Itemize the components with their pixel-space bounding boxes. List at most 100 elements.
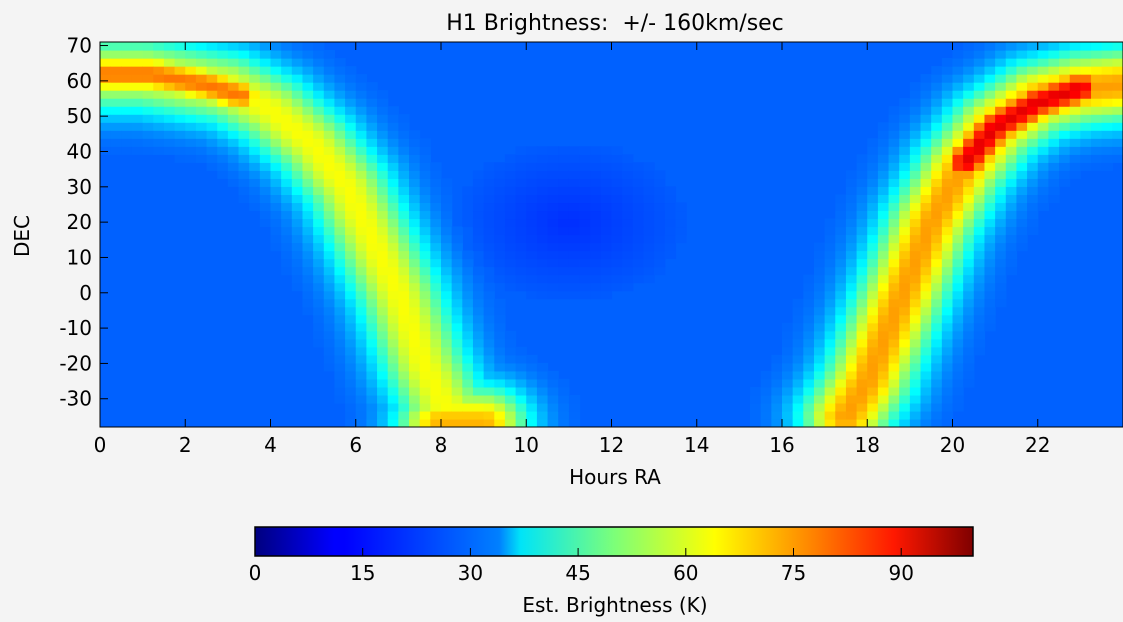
- heatmap-cell: [227, 58, 240, 67]
- heatmap-cell: [1005, 58, 1018, 67]
- heatmap-cell: [952, 154, 964, 163]
- heatmap-cell: [1091, 138, 1103, 147]
- heatmap-cell: [1027, 138, 1039, 147]
- heatmap-cell: [270, 66, 282, 75]
- heatmap-cell: [238, 130, 250, 139]
- heatmap-cell: [504, 170, 517, 179]
- heatmap-cell: [835, 210, 847, 220]
- heatmap-cell: [366, 98, 378, 107]
- heatmap-cell: [973, 170, 986, 179]
- heatmap-cell: [206, 146, 218, 155]
- heatmap-cell: [1101, 106, 1113, 115]
- heatmap-cell: [1069, 82, 1081, 91]
- heatmap-cell: [845, 178, 858, 187]
- heatmap-cell: [877, 370, 890, 380]
- heatmap-cell: [131, 50, 144, 59]
- heatmap-cell: [952, 82, 964, 91]
- heatmap-cell: [398, 146, 410, 155]
- heatmap-cell: [174, 114, 186, 123]
- heatmap-cell: [259, 210, 272, 220]
- heatmap-cell: [1027, 226, 1039, 236]
- heatmap-cell: [813, 250, 826, 260]
- heatmap-cell: [845, 370, 858, 380]
- heatmap-cell: [824, 386, 836, 396]
- heatmap-cell: [568, 226, 581, 236]
- heatmap-cell: [888, 346, 900, 356]
- heatmap-cell: [1027, 162, 1039, 171]
- heatmap-cell: [963, 330, 975, 340]
- heatmap-cell: [632, 258, 645, 268]
- heatmap-cell: [654, 258, 666, 268]
- heatmap-cell: [494, 202, 506, 212]
- heatmap-cell: [973, 194, 986, 204]
- heatmap-cell: [845, 346, 858, 356]
- colorbar-tick-label: 90: [888, 561, 913, 585]
- heatmap-cell: [867, 282, 879, 292]
- heatmap-cell: [1005, 154, 1018, 163]
- heatmap-cell: [323, 162, 336, 171]
- heatmap-cell: [441, 394, 453, 404]
- heatmap-cell: [941, 234, 954, 244]
- heatmap-cell: [590, 170, 602, 179]
- heatmap-cell: [110, 114, 122, 123]
- heatmap-cell: [419, 274, 431, 284]
- heatmap-cell: [600, 266, 613, 276]
- heatmap-cell: [1059, 122, 1071, 131]
- heatmap-cell: [973, 274, 986, 284]
- heatmap-cell: [760, 378, 772, 388]
- heatmap-cell: [995, 178, 1007, 187]
- heatmap-cell: [1005, 210, 1018, 220]
- heatmap-cell: [515, 234, 527, 244]
- heatmap-cell: [611, 162, 623, 171]
- y-tick-label: 40: [67, 139, 92, 163]
- heatmap-cell: [419, 370, 431, 380]
- heatmap-cell: [845, 410, 858, 420]
- heatmap-cell: [888, 298, 900, 308]
- heatmap-cell: [1037, 82, 1050, 91]
- heatmap-cell: [313, 66, 325, 75]
- heatmap-cell: [355, 90, 368, 99]
- heatmap-cell: [291, 162, 304, 171]
- heatmap-cell: [675, 218, 687, 228]
- heatmap-cell: [867, 218, 879, 228]
- heatmap-cell: [568, 266, 581, 276]
- heatmap-cell: [515, 170, 527, 179]
- heatmap-cell: [377, 330, 389, 340]
- heatmap-cell: [345, 330, 357, 340]
- heatmap-cell: [419, 218, 431, 228]
- heatmap-cell: [185, 154, 197, 163]
- heatmap-cell: [153, 90, 165, 99]
- heatmap-cell: [856, 218, 868, 228]
- heatmap-cell: [100, 106, 112, 115]
- heatmap-cell: [654, 170, 666, 179]
- heatmap-cell: [100, 74, 112, 83]
- heatmap-cell: [782, 330, 794, 340]
- heatmap-cell: [451, 338, 463, 348]
- heatmap-cell: [398, 178, 410, 187]
- heatmap-cell: [451, 354, 463, 364]
- heatmap-cell: [984, 146, 996, 155]
- heatmap-cell: [803, 338, 815, 348]
- heatmap-cell: [462, 258, 474, 268]
- heatmap-cell: [302, 266, 314, 276]
- heatmap-cell: [227, 66, 240, 75]
- heatmap-cell: [909, 282, 922, 292]
- heatmap-cell: [419, 418, 431, 427]
- heatmap-cell: [995, 258, 1007, 268]
- heatmap-cell: [920, 106, 932, 115]
- heatmap-cell: [877, 298, 890, 308]
- heatmap-cell: [1005, 98, 1018, 107]
- heatmap-cell: [131, 146, 144, 155]
- heatmap-cell: [1059, 74, 1071, 83]
- heatmap-cell: [547, 394, 559, 404]
- heatmap-cell: [366, 218, 378, 228]
- heatmap-cell: [206, 90, 218, 99]
- heatmap-cell: [281, 50, 293, 59]
- heatmap-cell: [952, 202, 964, 212]
- heatmap-cell: [654, 186, 666, 195]
- heatmap-cell: [121, 138, 133, 147]
- heatmap-cell: [206, 82, 218, 91]
- heatmap-cell: [494, 346, 506, 356]
- heatmap-cell: [909, 210, 922, 220]
- heatmap-cell: [941, 354, 954, 364]
